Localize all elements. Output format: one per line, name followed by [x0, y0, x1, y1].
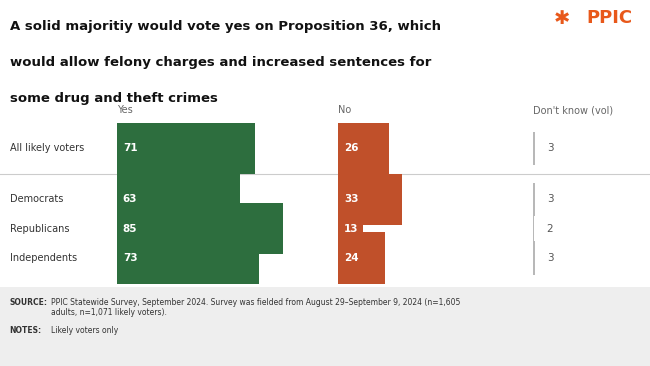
Bar [0, 287, 650, 366]
Text: 3: 3 [547, 143, 553, 153]
Text: 26: 26 [344, 143, 358, 153]
Text: 2: 2 [546, 224, 552, 234]
Text: Democrats: Democrats [10, 194, 63, 205]
Text: 3: 3 [547, 194, 553, 205]
Text: 3: 3 [547, 253, 553, 263]
Text: NOTES:: NOTES: [10, 326, 42, 335]
Bar [338, 123, 389, 174]
Bar [338, 174, 402, 225]
Text: 85: 85 [123, 224, 137, 234]
Text: ✱: ✱ [554, 9, 571, 28]
Text: some drug and theft crimes: some drug and theft crimes [10, 92, 218, 105]
Text: 13: 13 [344, 224, 358, 234]
Text: would allow felony charges and increased sentences for: would allow felony charges and increased… [10, 56, 431, 69]
Text: Likely voters only: Likely voters only [51, 326, 118, 335]
Text: All likely voters: All likely voters [10, 143, 84, 153]
Bar [338, 203, 363, 254]
Bar [533, 212, 534, 245]
Text: PPIC Statewide Survey, September 2024. Survey was fielded from August 29–Septemb: PPIC Statewide Survey, September 2024. S… [51, 298, 460, 317]
Text: SOURCE:: SOURCE: [10, 298, 47, 307]
Bar [533, 183, 535, 216]
Text: Yes: Yes [117, 105, 133, 115]
Text: Republicans: Republicans [10, 224, 70, 234]
Text: 71: 71 [123, 143, 138, 153]
Text: Don't know (vol): Don't know (vol) [533, 105, 613, 115]
Bar [117, 203, 283, 254]
Bar [117, 174, 240, 225]
Text: 73: 73 [123, 253, 138, 263]
Text: No: No [338, 105, 351, 115]
Bar [117, 232, 259, 284]
Text: Independents: Independents [10, 253, 77, 263]
Text: 33: 33 [344, 194, 358, 205]
Text: 24: 24 [344, 253, 359, 263]
Bar [338, 232, 385, 284]
Text: 63: 63 [123, 194, 137, 205]
Bar [117, 123, 255, 174]
Text: PPIC: PPIC [587, 9, 632, 27]
Bar [533, 132, 535, 165]
Text: A solid majoritiy would vote yes on Proposition 36, which: A solid majoritiy would vote yes on Prop… [10, 20, 441, 33]
Bar [533, 242, 535, 274]
